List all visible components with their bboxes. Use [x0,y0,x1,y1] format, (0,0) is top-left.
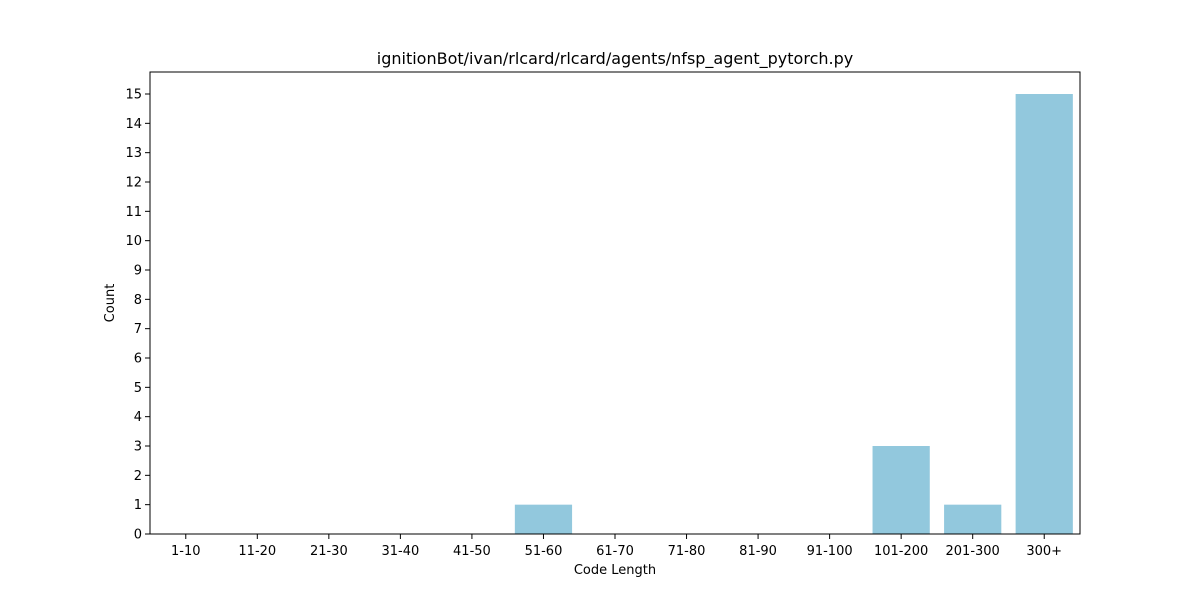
x-tick-label: 21-30 [310,544,348,559]
y-tick-label: 2 [134,469,142,484]
y-tick-label: 10 [125,234,142,249]
y-tick-label: 15 [125,88,142,103]
y-tick-label: 8 [134,293,142,308]
x-tick-label: 31-40 [381,544,419,559]
bar-201-300 [944,504,1002,534]
x-axis: 1-10 11-20 21-30 31-40 41-50 51-60 61-70 71-80 8… [171,534,1062,559]
x-tick-label: 41-50 [453,544,491,559]
y-tick-label: 7 [134,322,142,337]
x-tick-label: 101-200 [874,544,928,559]
y-tick-label: 14 [125,117,142,132]
y-tick-label: 13 [125,146,142,161]
y-axis-label: Count [103,284,118,323]
y-tick-label: 9 [134,264,142,279]
x-tick-label: 81-90 [739,544,777,559]
x-tick-label: 71-80 [668,544,706,559]
y-tick-label: 11 [125,205,142,220]
x-tick-label: 201-300 [946,544,1000,559]
bar-51-60 [514,504,573,534]
x-tick-label: 61-70 [596,544,634,559]
bars-group [514,94,1073,534]
y-tick-label: 1 [134,498,142,513]
chart-title: ignitionBot/ivan/rlcard/rlcard/agents/nf… [377,49,853,69]
x-axis-label: Code Length [574,563,656,578]
bar-300+ [1015,94,1073,534]
y-tick-label: 4 [134,410,142,425]
x-tick-label: 300+ [1026,544,1062,559]
x-tick-label: 91-100 [807,544,853,559]
y-tick-label: 5 [134,381,142,396]
y-tick-label: 3 [134,440,142,455]
plot-frame [149,71,1081,535]
bar-101-200 [872,446,930,534]
y-tick-label: 12 [125,176,142,191]
y-tick-label: 6 [134,352,142,367]
x-tick-label: 51-60 [525,544,563,559]
x-tick-label: 11-20 [238,544,276,559]
x-tick-label: 1-10 [171,544,201,559]
y-tick-label: 0 [134,528,142,543]
